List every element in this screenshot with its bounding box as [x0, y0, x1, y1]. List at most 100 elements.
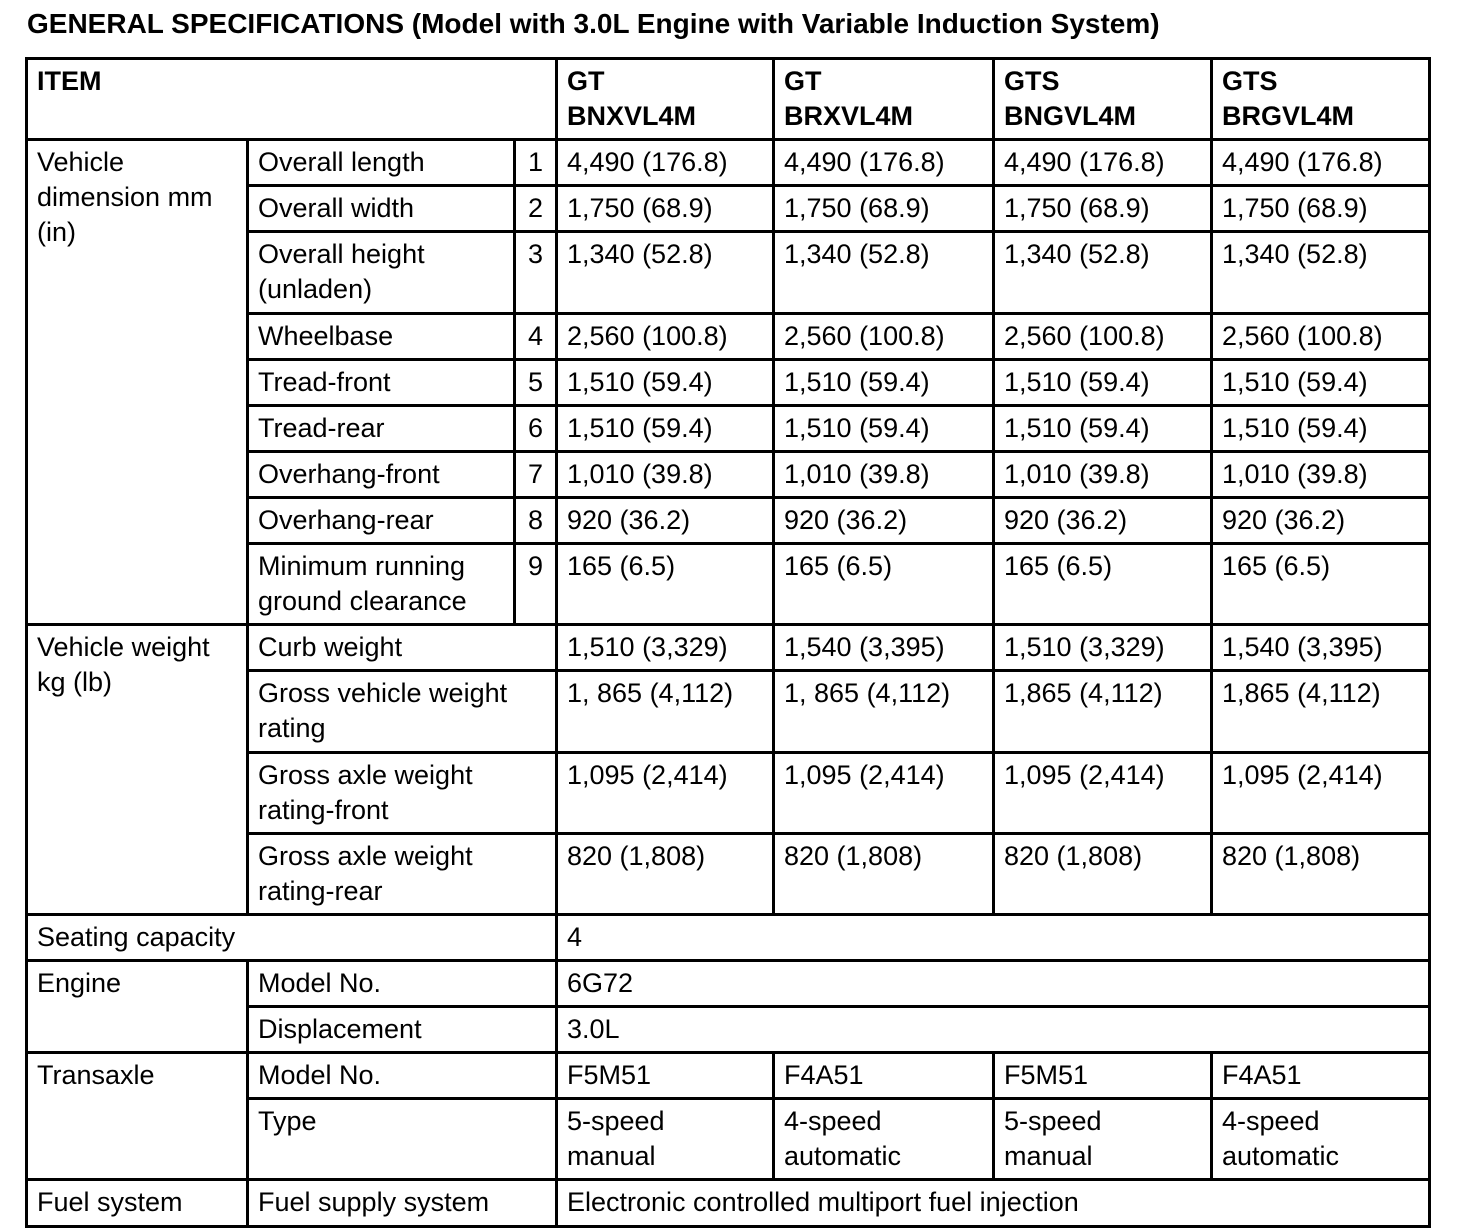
- value-cell: 920 (36.2): [555, 495, 775, 546]
- item-label: Overall height (unladen): [246, 230, 516, 315]
- value-cell: 1,510 (59.4): [1210, 403, 1431, 453]
- value-cell: 1,540 (3,395): [1210, 623, 1431, 673]
- value-cell: 2,560 (100.8): [772, 311, 995, 361]
- value-cell: 1,340 (52.8): [1210, 230, 1431, 315]
- item-number: 1: [513, 138, 558, 188]
- value-cell: Electronic controlled multiport fuel inj…: [555, 1178, 1431, 1228]
- table-row: Overall width 2 1,750 (68.9) 1,750 (68.9) 1,…: [27, 184, 1431, 234]
- row-group-label: Vehicle dimension mm (in): [25, 138, 249, 627]
- item-number: 9: [513, 542, 558, 627]
- table-row: Seating capacity 4: [25, 912, 1431, 962]
- page-title: GENERAL SPECIFICATIONS (Model with 3.0L …: [27, 8, 1160, 39]
- table-row: Tread-front 5 1,510 (59.4) 1,510 (59.4) 1,51…: [27, 357, 1431, 407]
- item-label: Gross axle weight rating-front: [246, 750, 558, 835]
- value-cell: 1,010 (39.8): [992, 449, 1213, 499]
- value-cell: 1,750 (68.9): [1210, 184, 1431, 234]
- column-header: GT BRXVL4M: [772, 56, 995, 142]
- value-cell: 2,560 (100.8): [992, 311, 1213, 361]
- value-cell: 1,510 (3,329): [555, 623, 775, 673]
- value-cell: 4,490 (176.8): [1210, 138, 1431, 188]
- value-cell: 5-speed manual: [992, 1097, 1213, 1182]
- value-cell: 2,560 (100.8): [555, 311, 775, 361]
- table-row: Engine Model No. 6G72: [25, 958, 1431, 1055]
- item-number: 6: [513, 403, 558, 453]
- row-group-label: Engine: [25, 958, 249, 1055]
- column-header: ITEM: [25, 56, 558, 142]
- value-cell: 1,010 (39.8): [555, 449, 775, 499]
- value-cell: 1,510 (59.4): [772, 357, 995, 407]
- value-cell: 1,865 (4,112): [1210, 669, 1431, 754]
- row-group-label: Fuel system: [25, 1178, 249, 1228]
- item-number: 5: [513, 357, 558, 407]
- table-row: Displacement 3.0L: [27, 1005, 1431, 1055]
- item-label: Overhang-rear: [246, 495, 516, 546]
- item-number: 4: [513, 311, 558, 361]
- value-cell: 1,750 (68.9): [992, 184, 1213, 234]
- value-cell: F5M51: [992, 1051, 1213, 1101]
- value-cell: 1, 865 (4,112): [772, 669, 995, 754]
- column-header: GTS BRGVL4M: [1210, 56, 1431, 142]
- value-cell: 1,340 (52.8): [992, 230, 1213, 315]
- value-cell: 1,510 (59.4): [772, 403, 995, 453]
- table-row: Gross axle weight rating-front 1,095 (2,4…: [27, 750, 1431, 835]
- value-cell: 3.0L: [555, 1005, 1431, 1055]
- value-cell: 1,510 (59.4): [555, 357, 775, 407]
- table-row: Overall height (unladen) 3 1,340 (52.8) 1,3…: [27, 230, 1431, 315]
- value-cell: 5-speed manual: [555, 1097, 775, 1182]
- table-row: Transaxle Model No. F5M51 F4A51 F5M51 F4A51: [25, 1051, 1431, 1182]
- value-cell: 820 (1,808): [1210, 831, 1431, 916]
- value-cell: 820 (1,808): [555, 831, 775, 916]
- value-cell: 2,560 (100.8): [1210, 311, 1431, 361]
- value-cell: F4A51: [1210, 1051, 1431, 1101]
- value-cell: 1,540 (3,395): [772, 623, 995, 673]
- table-row: Wheelbase 4 2,560 (100.8) 2,560 (100.8) 2,56…: [27, 311, 1431, 361]
- value-cell: 1,010 (39.8): [772, 449, 995, 499]
- table-row: Vehicle weight kg (lb) Curb weight 1,510 (…: [25, 623, 1431, 916]
- value-cell: 1, 865 (4,112): [555, 669, 775, 754]
- item-label: Overall width: [246, 184, 516, 234]
- value-cell: 920 (36.2): [772, 495, 995, 546]
- item-label: Tread-rear: [246, 403, 516, 453]
- table-row: Tread-rear 6 1,510 (59.4) 1,510 (59.4) 1,510…: [27, 403, 1431, 453]
- value-cell: 920 (36.2): [992, 495, 1213, 546]
- value-cell: 1,750 (68.9): [772, 184, 995, 234]
- value-cell: 1,340 (52.8): [772, 230, 995, 315]
- item-number: 7: [513, 449, 558, 499]
- value-cell: 820 (1,808): [772, 831, 995, 916]
- value-cell: 1,095 (2,414): [1210, 750, 1431, 835]
- value-cell: F5M51: [555, 1051, 775, 1101]
- table-row: Fuel system Fuel supply system Electronic …: [25, 1178, 1431, 1228]
- value-cell: 4,490 (176.8): [772, 138, 995, 188]
- item-label: Gross axle weight rating-rear: [246, 831, 558, 916]
- value-cell: 4,490 (176.8): [992, 138, 1213, 188]
- table-row: Type 5-speed manual 4-speed automatic 5-spe…: [27, 1097, 1431, 1182]
- item-label: Displacement: [246, 1005, 558, 1055]
- value-cell: 4,490 (176.8): [555, 138, 775, 188]
- value-cell: 1,750 (68.9): [555, 184, 775, 234]
- table-row: Overhang-rear 8 920 (36.2) 920 (36.2) 920 (3…: [27, 495, 1431, 546]
- table-row: Overhang-front 7 1,010 (39.8) 1,010 (39.8) 1…: [27, 449, 1431, 499]
- value-cell: 1,340 (52.8): [555, 230, 775, 315]
- row-group-label: Seating capacity: [25, 912, 558, 962]
- item-label: Gross vehicle weight rating: [246, 669, 558, 754]
- column-header: GT BNXVL4M: [555, 56, 775, 142]
- item-label: Fuel supply system: [246, 1178, 558, 1228]
- table-row: Gross vehicle weight rating 1, 865 (4,112…: [27, 669, 1431, 754]
- value-cell: 165 (6.5): [772, 542, 995, 627]
- table-row: Gross axle weight rating-rear 820 (1,808)…: [27, 831, 1431, 916]
- value-cell: 1,865 (4,112): [992, 669, 1213, 754]
- item-label: Wheelbase: [246, 311, 516, 361]
- column-header: GTS BNGVL4M: [992, 56, 1213, 142]
- value-cell: 165 (6.5): [992, 542, 1213, 627]
- item-label: Type: [246, 1097, 558, 1182]
- value-cell: 920 (36.2): [1210, 495, 1431, 546]
- item-number: 8: [513, 495, 558, 546]
- value-cell: 1,095 (2,414): [772, 750, 995, 835]
- value-cell: 1,095 (2,414): [555, 750, 775, 835]
- item-label: Overall length: [246, 138, 516, 188]
- value-cell: 1,510 (59.4): [555, 403, 775, 453]
- value-cell: 1,010 (39.8): [1210, 449, 1431, 499]
- spec-table-header: ITEM GT BNXVL4M GT BRXVL4M GTS BNGVL4M GTS B…: [25, 56, 1431, 142]
- spec-table-body: Vehicle dimension mm (in) Overall length 1…: [25, 138, 1431, 1228]
